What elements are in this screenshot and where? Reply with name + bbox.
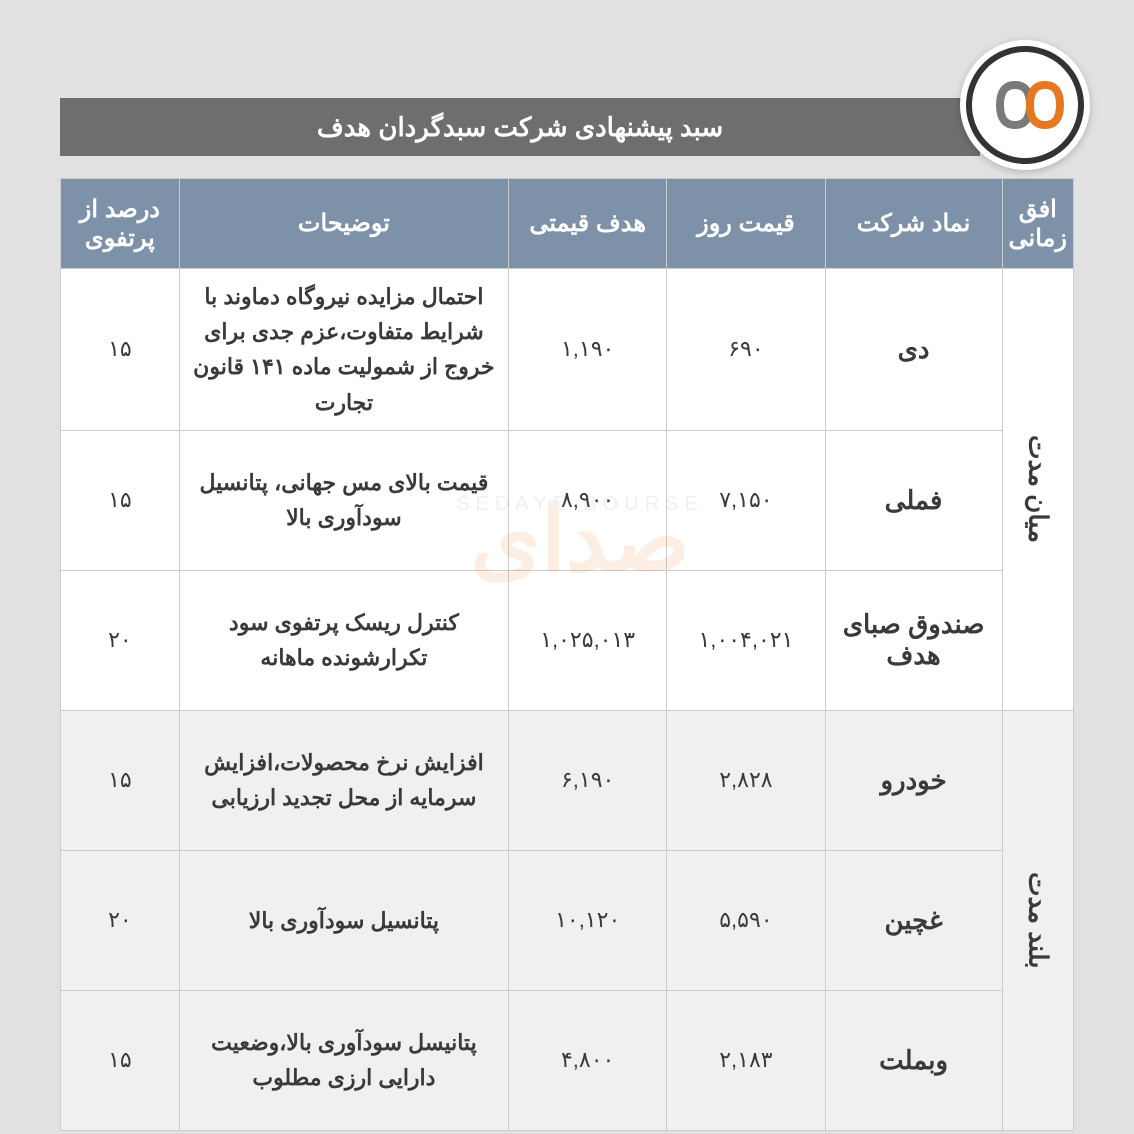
table-row: میان مدتدی۶۹۰۱,۱۹۰احتمال مزایده نیروگاه …	[61, 269, 1074, 431]
target-cell: ۱,۰۲۵,۰۱۳	[509, 570, 667, 710]
target-cell: ۱۰,۱۲۰	[509, 850, 667, 990]
logo-mark-icon	[985, 75, 1065, 135]
symbol-cell: فملی	[825, 430, 1002, 570]
pct-cell: ۱۵	[61, 990, 180, 1130]
target-cell: ۸,۹۰۰	[509, 430, 667, 570]
header-price: قیمت روز	[667, 179, 825, 269]
portfolio-table: افق زمانی نماد شرکت قیمت روز هدف قیمتی ت…	[60, 178, 1074, 1131]
price-cell: ۲,۱۸۳	[667, 990, 825, 1130]
header-pct: درصد از پرتفوی	[61, 179, 180, 269]
desc-cell: احتمال مزایده نیروگاه دماوند با شرایط مت…	[179, 269, 508, 431]
symbol-cell: خودرو	[825, 710, 1002, 850]
target-cell: ۴,۸۰۰	[509, 990, 667, 1130]
price-cell: ۲,۸۲۸	[667, 710, 825, 850]
desc-cell: افزایش نرخ محصولات،افزایش سرمایه از محل …	[179, 710, 508, 850]
pct-cell: ۱۵	[61, 430, 180, 570]
desc-cell: قیمت بالای مس جهانی، پتانسیل سودآوری بال…	[179, 430, 508, 570]
header-desc: توضیحات	[179, 179, 508, 269]
symbol-cell: صندوق صبای هدف	[825, 570, 1002, 710]
portfolio-table-wrap: افق زمانی نماد شرکت قیمت روز هدف قیمتی ت…	[60, 178, 1074, 1131]
pct-cell: ۲۰	[61, 570, 180, 710]
price-cell: ۷,۱۵۰	[667, 430, 825, 570]
price-cell: ۱,۰۰۴,۰۲۱	[667, 570, 825, 710]
pct-cell: ۲۰	[61, 850, 180, 990]
pct-cell: ۱۵	[61, 269, 180, 431]
page-title: سبد پیشنهادی شرکت سبدگردان هدف	[317, 112, 723, 143]
company-logo	[960, 40, 1090, 170]
table-row: بلند مدتخودرو۲,۸۲۸۶,۱۹۰افزایش نرخ محصولا…	[61, 710, 1074, 850]
desc-cell: پتانسیل سودآوری بالا	[179, 850, 508, 990]
symbol-cell: وبملت	[825, 990, 1002, 1130]
table-row: فملی۷,۱۵۰۸,۹۰۰قیمت بالای مس جهانی، پتانس…	[61, 430, 1074, 570]
target-cell: ۱,۱۹۰	[509, 269, 667, 431]
symbol-cell: دی	[825, 269, 1002, 431]
desc-cell: کنترل ریسک پرتفوی سود تکرارشونده ماهانه	[179, 570, 508, 710]
header-horizon: افق زمانی	[1002, 179, 1073, 269]
table-header-row: افق زمانی نماد شرکت قیمت روز هدف قیمتی ت…	[61, 179, 1074, 269]
horizon-cell: بلند مدت	[1002, 710, 1073, 1130]
pct-cell: ۱۵	[61, 710, 180, 850]
title-bar: سبد پیشنهادی شرکت سبدگردان هدف	[60, 98, 980, 156]
table-row: غچین۵,۵۹۰۱۰,۱۲۰پتانسیل سودآوری بالا۲۰	[61, 850, 1074, 990]
desc-cell: پتانیسل سودآوری بالا،وضعیت دارایی ارزی م…	[179, 990, 508, 1130]
header-target: هدف قیمتی	[509, 179, 667, 269]
horizon-cell: میان مدت	[1002, 269, 1073, 711]
price-cell: ۶۹۰	[667, 269, 825, 431]
table-row: وبملت۲,۱۸۳۴,۸۰۰پتانیسل سودآوری بالا،وضعی…	[61, 990, 1074, 1130]
header-symbol: نماد شرکت	[825, 179, 1002, 269]
price-cell: ۵,۵۹۰	[667, 850, 825, 990]
symbol-cell: غچین	[825, 850, 1002, 990]
table-row: صندوق صبای هدف۱,۰۰۴,۰۲۱۱,۰۲۵,۰۱۳کنترل ری…	[61, 570, 1074, 710]
target-cell: ۶,۱۹۰	[509, 710, 667, 850]
